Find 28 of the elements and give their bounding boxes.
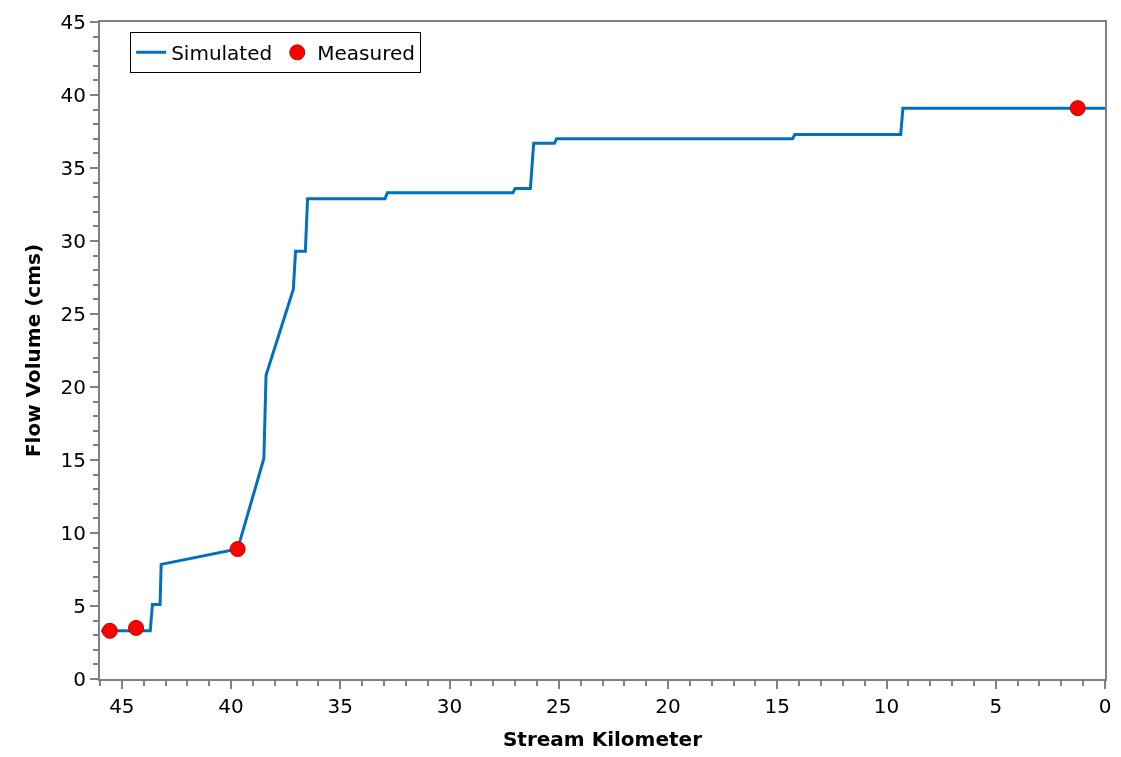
legend-label: Measured [317, 41, 415, 66]
legend-label: Simulated [171, 41, 273, 66]
point [229, 541, 246, 558]
point [101, 622, 118, 639]
y-tick-label: 20 [60, 375, 86, 399]
x-tick-label: 40 [218, 694, 244, 718]
y-tick-label: 25 [60, 302, 86, 326]
x-tick-label: 15 [764, 694, 791, 718]
x-tick-label: 20 [655, 694, 681, 718]
point [1069, 100, 1086, 117]
x-tick-label: 5 [989, 694, 1003, 718]
y-tick-label: 5 [73, 594, 86, 618]
x-axis-title: Stream Kilometer [502, 727, 703, 751]
x-tick-label: 10 [873, 694, 900, 718]
y-axis-title: Flow Volume (cms) [20, 243, 45, 458]
y-tick-label: 10 [60, 521, 86, 545]
x-tick-label: 25 [546, 694, 572, 718]
y-tick-label: 15 [60, 448, 86, 472]
x-tick-label: 35 [327, 694, 354, 718]
y-tick-label: 45 [60, 10, 86, 34]
x-tick-label: 45 [109, 694, 135, 718]
y-tick-label: 35 [60, 156, 86, 180]
y-tick-label: 0 [73, 667, 86, 691]
y-tick-label: 40 [60, 83, 86, 107]
x-tick-label: 0 [1098, 694, 1112, 718]
x-tick-label: 30 [436, 694, 463, 718]
point [128, 619, 145, 636]
y-tick-label: 30 [60, 229, 86, 253]
